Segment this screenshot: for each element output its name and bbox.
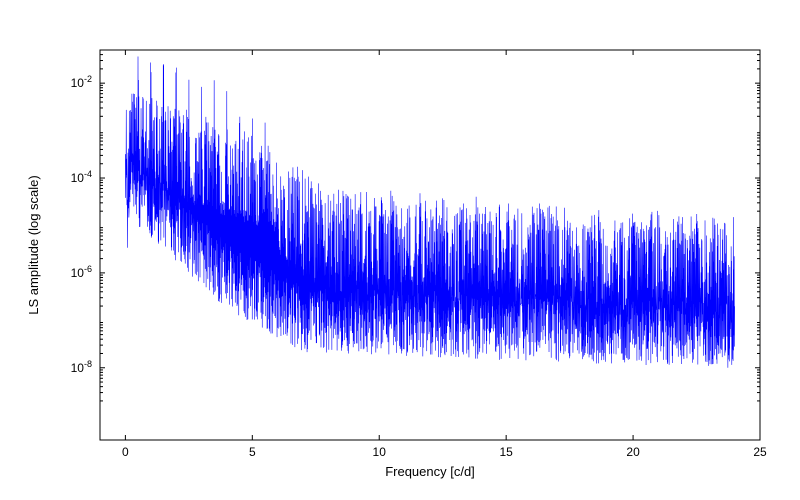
- x-tick-label: 0: [122, 445, 129, 459]
- x-tick-label: 10: [373, 445, 387, 459]
- periodogram-chart: 0 5 10 15 20 25 10-8 10-6 10-4 10-2 Frequency [c/d…: [0, 0, 800, 500]
- x-tick-label: 20: [626, 445, 640, 459]
- x-tick-label: 25: [753, 445, 767, 459]
- y-axis-label: LS amplitude (log scale): [26, 175, 41, 314]
- y-tick-label: 10-2: [71, 74, 92, 90]
- x-tick-label: 15: [499, 445, 513, 459]
- chart-svg: 0 5 10 15 20 25 10-8 10-6 10-4 10-2 Frequency [c/d…: [0, 0, 800, 500]
- y-tick-label: 10-4: [71, 169, 92, 185]
- y-tick-label: 10-8: [71, 359, 92, 375]
- x-axis-label: Frequency [c/d]: [385, 464, 475, 479]
- y-tick-label: 10-6: [71, 264, 92, 280]
- periodogram-trace: [125, 57, 734, 368]
- x-tick-label: 5: [249, 445, 256, 459]
